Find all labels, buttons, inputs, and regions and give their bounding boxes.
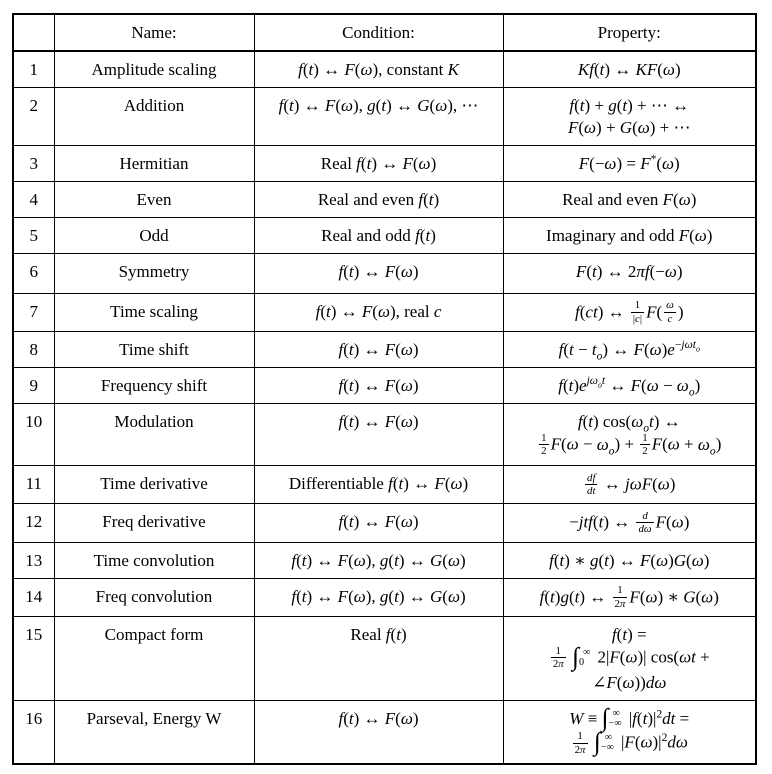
row-property: W ≡ ∫ ∞ −∞ |f(t)|2dt = 1 2π ∫ ∞ −∞ |F(ω)|2dω — [502, 699, 757, 765]
row-name: Even — [53, 180, 255, 218]
row-condition: Real and even f(t) — [253, 180, 504, 218]
row-name: Time scaling — [53, 292, 255, 332]
row-condition: Differentiable f(t) ↔ F(ω) — [253, 464, 504, 505]
row-name: Parseval, Energy W — [53, 699, 255, 765]
row-condition: f(t) ↔ F(ω), g(t) ↔ G(ω), ⋯ — [253, 86, 504, 146]
table-body: 1 Amplitude scaling f(t) ↔ F(ω), constan… — [12, 50, 757, 765]
row-property: F(−ω) = F*(ω) — [502, 144, 757, 182]
header-name-cell: Name: — [53, 13, 255, 52]
row-number: 4 — [12, 180, 55, 218]
table-row: 16 Parseval, Energy W f(t) ↔ F(ω) W ≡ ∫ ∞… — [12, 699, 757, 765]
row-property: f(t)g(t) ↔ 1 2π F(ω) ∗ G(ω) — [502, 577, 757, 617]
row-number: 14 — [12, 577, 55, 617]
row-number: 13 — [12, 541, 55, 579]
table-row: 15 Compact form Real f(t) f(t) = 1 2π ∫ ∞ 0 … — [12, 615, 757, 701]
header-condition-cell: Condition: — [253, 13, 504, 52]
table-row: 5 Odd Real and odd f(t) Imaginary and od… — [12, 216, 757, 254]
row-condition: f(t) ↔ F(ω), constant K — [253, 50, 504, 88]
row-property: Imaginary and odd F(ω) — [502, 216, 757, 254]
row-name: Hermitian — [53, 144, 255, 182]
row-name: Time shift — [53, 330, 255, 368]
row-name: Time derivative — [53, 464, 255, 505]
row-name: Compact form — [53, 615, 255, 701]
table-row: 12 Freq derivative f(t) ↔ F(ω) −jtf(t) ↔… — [12, 503, 757, 543]
table-row: 11 Time derivative Differentiable f(t) ↔… — [12, 464, 757, 505]
row-condition: f(t) ↔ F(ω), real c — [253, 292, 504, 332]
table-row: 13 Time convolution f(t) ↔ F(ω), g(t) ↔ … — [12, 541, 757, 579]
row-name: Freq derivative — [53, 503, 255, 543]
table-row: 10 Modulation f(t) ↔ F(ω) f(t) cos(ωot) … — [12, 402, 757, 466]
row-name: Modulation — [53, 402, 255, 466]
fourier-properties-table: Name: Condition: Property: 1 Amplitude s… — [12, 13, 757, 766]
row-condition: Real and odd f(t) — [253, 216, 504, 254]
row-property: f(t) cos(ωot) ↔ 1 2 F(ω − ωo) + 1 2 F(ω + ωo) — [502, 402, 757, 466]
row-condition: f(t) ↔ F(ω) — [253, 252, 504, 294]
row-property: Real and even F(ω) — [502, 180, 757, 218]
row-property: −jtf(t) ↔ d dω F(ω) — [502, 503, 757, 543]
table-row: 7 Time scaling f(t) ↔ F(ω), real c f(ct)… — [12, 292, 757, 332]
row-number: 1 — [12, 50, 55, 88]
row-property: F(t) ↔ 2πf(−ω) — [502, 252, 757, 294]
table-row: 1 Amplitude scaling f(t) ↔ F(ω), constan… — [12, 50, 757, 88]
row-condition: f(t) ↔ F(ω) — [253, 503, 504, 543]
row-property: f(t − to) ↔ F(ω)e−jωto — [502, 330, 757, 368]
table-row: 9 Frequency shift f(t) ↔ F(ω) f(t)ejωot … — [12, 366, 757, 404]
row-number: 3 — [12, 144, 55, 182]
row-number: 11 — [12, 464, 55, 505]
row-number: 8 — [12, 330, 55, 368]
row-number: 10 — [12, 402, 55, 466]
row-number: 9 — [12, 366, 55, 404]
row-condition: f(t) ↔ F(ω) — [253, 402, 504, 466]
header-property-cell: Property: — [502, 13, 757, 52]
table-row: 3 Hermitian Real f(t) ↔ F(ω) F(−ω) = F*(… — [12, 144, 757, 182]
row-property: df dt ↔ jωF(ω) — [502, 464, 757, 505]
row-property: f(t)ejωot ↔ F(ω − ωo) — [502, 366, 757, 404]
row-name: Freq convolution — [53, 577, 255, 617]
row-condition: f(t) ↔ F(ω) — [253, 330, 504, 368]
row-property: f(ct) ↔ 1 |c| F(ω c) — [502, 292, 757, 332]
row-number: 15 — [12, 615, 55, 701]
row-number: 6 — [12, 252, 55, 294]
row-property: f(t) + g(t) + ⋯ ↔ F(ω) + G(ω) + ⋯ — [502, 86, 757, 146]
table-row: 4 Even Real and even f(t) Real and even … — [12, 180, 757, 218]
header-index-cell — [12, 13, 55, 52]
row-number: 7 — [12, 292, 55, 332]
table-row: 14 Freq convolution f(t) ↔ F(ω), g(t) ↔ … — [12, 577, 757, 617]
table-header: Name: Condition: Property: — [12, 13, 757, 52]
row-number: 5 — [12, 216, 55, 254]
row-condition: Real f(t) — [253, 615, 504, 701]
row-condition: f(t) ↔ F(ω), g(t) ↔ G(ω) — [253, 577, 504, 617]
row-name: Odd — [53, 216, 255, 254]
row-name: Time convolution — [53, 541, 255, 579]
row-name: Frequency shift — [53, 366, 255, 404]
row-name: Symmetry — [53, 252, 255, 294]
table-row: 6 Symmetry f(t) ↔ F(ω) F(t) ↔ 2πf(−ω) — [12, 252, 757, 294]
row-name: Addition — [53, 86, 255, 146]
table-row: 2 Addition f(t) ↔ F(ω), g(t) ↔ G(ω), ⋯ f… — [12, 86, 757, 146]
row-number: 16 — [12, 699, 55, 765]
table-row: 8 Time shift f(t) ↔ F(ω) f(t − to) ↔ F(ω… — [12, 330, 757, 368]
row-property: f(t) ∗ g(t) ↔ F(ω)G(ω) — [502, 541, 757, 579]
row-property: f(t) = 1 2π ∫ ∞ 0 2|F(ω)| cos(ωt + ∠F(ω))dω — [502, 615, 757, 701]
header-row: Name: Condition: Property: — [12, 13, 757, 52]
row-name: Amplitude scaling — [53, 50, 255, 88]
row-number: 2 — [12, 86, 55, 146]
row-condition: f(t) ↔ F(ω) — [253, 699, 504, 765]
row-condition: Real f(t) ↔ F(ω) — [253, 144, 504, 182]
row-condition: f(t) ↔ F(ω), g(t) ↔ G(ω) — [253, 541, 504, 579]
row-condition: f(t) ↔ F(ω) — [253, 366, 504, 404]
row-number: 12 — [12, 503, 55, 543]
row-property: Kf(t) ↔ KF(ω) — [502, 50, 757, 88]
